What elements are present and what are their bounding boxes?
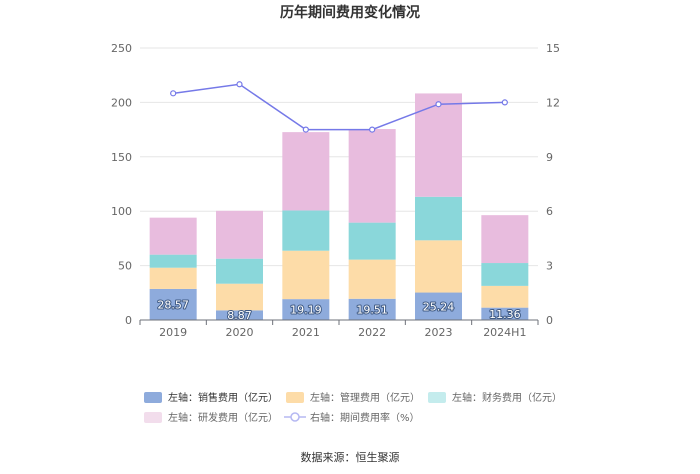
rate-point: [501, 99, 508, 106]
rate-point: [302, 126, 309, 133]
bar-data-label: 11.36: [489, 308, 521, 321]
chart-title: 历年期间费用变化情况: [280, 4, 420, 21]
bar-data-label: 28.57: [157, 298, 189, 311]
bar-segment: [348, 129, 396, 223]
bar-segment: [415, 93, 462, 197]
bar-segment: [216, 283, 263, 311]
legend-label: 右轴：期间费用率（%）: [310, 411, 420, 424]
rate-point: [170, 90, 177, 97]
bar-segment: [282, 250, 330, 300]
bar-segment: [149, 288, 197, 320]
left-axis-tick: 100: [111, 205, 132, 218]
legend: 左轴：销售费用（亿元） 左轴：管理费用（亿元） 左轴：财务费用（亿元） 左轴：研发费用…: [144, 391, 562, 424]
bar-segment: [282, 210, 330, 251]
bar-data-label: 8.87: [227, 309, 252, 322]
bar-segment: [348, 259, 396, 299]
rate-point: [435, 101, 442, 108]
bar-segment: [481, 307, 529, 320]
left-axis-tick: 150: [111, 151, 132, 164]
bar-segment: [348, 222, 396, 260]
left-axis-tick: 250: [111, 42, 132, 55]
bar-segment: [216, 210, 263, 259]
legend-marker: [290, 412, 300, 422]
bar-segment: [481, 285, 529, 308]
x-axis-tick: 2023: [425, 326, 453, 339]
rate-line: [173, 83, 505, 131]
legend-label: 左轴：销售费用（亿元）: [168, 391, 278, 404]
bar-segment: [149, 254, 197, 268]
x-axis-tick: 2019: [159, 326, 187, 339]
bar-segment: [415, 292, 462, 320]
legend-swatch: [144, 392, 162, 403]
bar-segment: [348, 298, 396, 320]
legend-label: 左轴：财务费用（亿元）: [452, 391, 562, 404]
bar-segment: [282, 299, 330, 320]
legend-label: 左轴：管理费用（亿元）: [310, 391, 420, 404]
legend-label: 左轴：研发费用（亿元）: [168, 411, 278, 424]
x-axis-tick: 2022: [358, 326, 386, 339]
bar-series: 28.57 8.87 19.19 19.51 25.24 11.36: [149, 93, 529, 323]
legend-swatch: [144, 412, 162, 423]
right-axis-tick: 9: [546, 151, 553, 164]
bar-segment: [481, 215, 529, 264]
bar-data-label: 19.19: [290, 304, 322, 317]
bar-segment: [415, 240, 462, 293]
rate-point: [236, 81, 243, 88]
axes: 0 0 50 3 100 6 150 9 200 12 250 15 2019 2020 2021 2022 2…: [111, 42, 560, 339]
left-axis-tick: 200: [111, 96, 132, 109]
bar-segment: [415, 196, 462, 241]
x-axis-tick: 2021: [292, 326, 320, 339]
bar-segment: [216, 310, 263, 320]
grid-lines: [140, 47, 538, 267]
legend-swatch: [286, 392, 304, 403]
left-axis-tick: 0: [125, 314, 132, 327]
right-axis-tick: 15: [546, 42, 560, 55]
line-series: [170, 81, 508, 133]
bar-segment: [149, 267, 197, 289]
right-axis-tick: 12: [546, 96, 560, 109]
bar-segment: [481, 263, 529, 286]
legend-swatch: [428, 392, 446, 403]
data-source: 数据来源：恒生聚源: [301, 450, 400, 464]
bar-data-label: 25.24: [423, 300, 455, 313]
right-axis-tick: 6: [546, 205, 553, 218]
right-axis-tick: 3: [546, 260, 553, 273]
x-axis-tick: 2024H1: [483, 326, 526, 339]
left-axis-tick: 50: [118, 260, 132, 273]
rate-point: [369, 126, 376, 133]
bar-segment: [216, 258, 263, 284]
bar-segment: [282, 132, 330, 211]
bar-data-label: 19.51: [356, 303, 388, 316]
right-axis-tick: 0: [546, 314, 553, 327]
bar-segment: [149, 217, 197, 255]
x-axis-tick: 2020: [226, 326, 254, 339]
